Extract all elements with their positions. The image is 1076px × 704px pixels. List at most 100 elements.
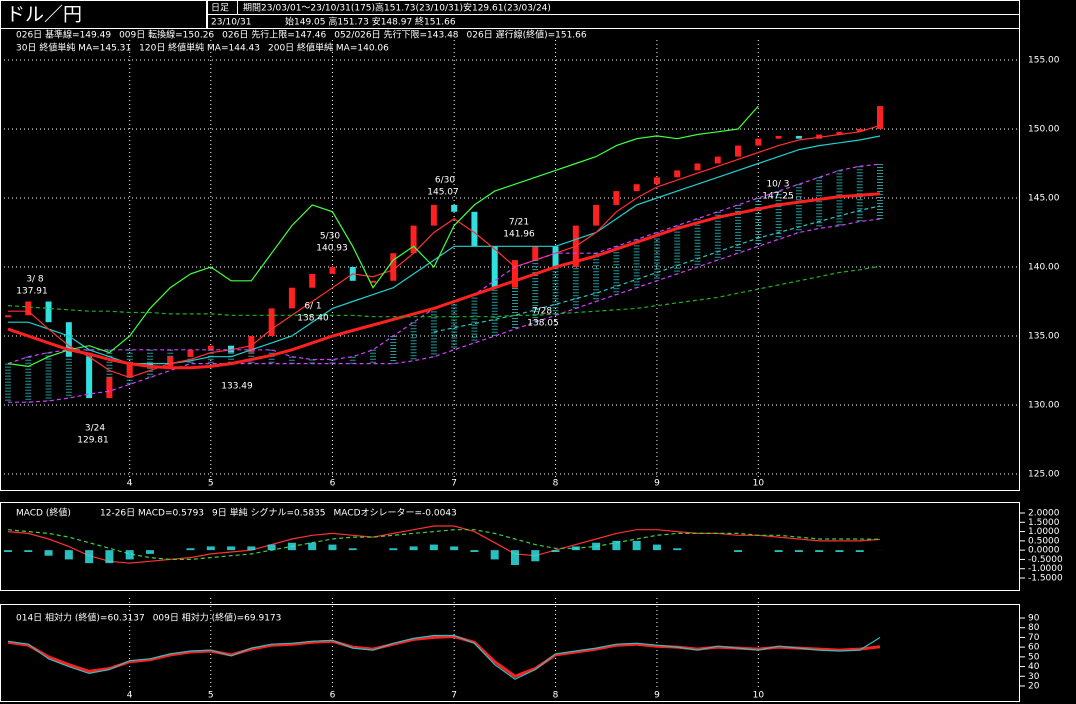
series-line [7, 634, 881, 680]
y-tick-label: 135.00 [1028, 332, 1060, 342]
legend-entry: 120日 終値単純 MA=144.43 [139, 42, 260, 54]
histogram-bar [632, 540, 641, 551]
price-bar [370, 280, 377, 283]
price-bar [653, 177, 660, 185]
price-bar [491, 246, 498, 288]
annotation: 138.40 [297, 314, 329, 324]
series-line [8, 218, 881, 403]
histogram-bar [612, 540, 621, 551]
price-bar [106, 377, 113, 399]
histogram-bar [470, 550, 479, 552]
histogram-bar [429, 544, 438, 551]
histogram-bar [855, 550, 864, 552]
histogram-bar [267, 544, 276, 551]
y-tick-label: 50 [1028, 652, 1040, 662]
y-tick-label: 70 [1028, 633, 1040, 643]
price-bar [390, 253, 397, 281]
x-tick-label: 9 [654, 479, 660, 489]
y-tick-label: 155.00 [1028, 56, 1060, 66]
price-bar [613, 191, 620, 205]
y-tick-label: 2.0000 [1028, 509, 1060, 519]
annotation: 3/ 8 [26, 275, 44, 285]
x-tick-label: 9 [654, 691, 660, 701]
histogram-bar [734, 550, 743, 552]
legend-entry: 026日 先行上限=147.46 [222, 29, 326, 41]
series-line [7, 192, 881, 370]
histogram-bar [652, 544, 661, 551]
x-tick-label: 5 [208, 479, 214, 489]
price-bar [511, 260, 518, 288]
y-tick-label: 150.00 [1028, 125, 1060, 135]
y-tick-label: 20 [1028, 682, 1040, 692]
histogram-bar [815, 550, 824, 552]
price-bar [207, 345, 214, 350]
price-bar [552, 246, 559, 267]
annotation: 10/ 3 [766, 180, 789, 190]
series-line [8, 124, 881, 379]
y-tick-label: 140.00 [1028, 263, 1060, 273]
annotation: 5/30 [320, 232, 340, 242]
histogram-bar [287, 542, 296, 551]
y-tick-label: 145.00 [1028, 194, 1060, 204]
annotation: 138.05 [527, 319, 559, 329]
price-bar [471, 211, 478, 247]
price-bar [451, 204, 458, 212]
legend-entry: 052/026日 先行下限=143.48 [334, 29, 459, 41]
annotation: 140.93 [316, 244, 348, 254]
price-bar [816, 134, 823, 139]
series-line [7, 163, 881, 365]
histogram-bar [308, 542, 317, 551]
y-tick-label: 30 [1028, 672, 1040, 682]
histogram-bar [4, 550, 12, 552]
rsi-frame [0, 604, 1020, 702]
annotation: 3/24 [85, 424, 105, 434]
annotation: 6/30 [435, 176, 455, 186]
price-bar [86, 356, 93, 399]
histogram-bar [389, 548, 398, 551]
macd-title: MACD (終値) [16, 507, 71, 519]
series-line [7, 105, 759, 368]
price-bar [228, 345, 235, 353]
x-tick-label: 5 [208, 691, 214, 701]
histogram-bar [105, 550, 114, 564]
histogram-bar [450, 546, 459, 551]
x-tick-label: 6 [330, 691, 336, 701]
annotation: 141.96 [503, 230, 535, 240]
y-tick-label: 0.5000 [1028, 536, 1060, 546]
annotation: 145.07 [427, 188, 459, 198]
series-line [7, 529, 881, 560]
legend-entry: 9日 単純 シグナル=0.5835 [212, 507, 325, 519]
annotation: 6/ 1 [304, 302, 321, 312]
annotation: 7/28 [532, 307, 552, 317]
histogram-bar [531, 550, 540, 562]
histogram-bar [24, 550, 33, 552]
histogram-bar [592, 542, 601, 551]
date: 23/10/31 [211, 18, 251, 28]
histogram-bar [409, 546, 418, 551]
x-tick-label: 8 [553, 691, 559, 701]
price-bar [410, 225, 417, 254]
y-tick-label: 1.0000 [1028, 527, 1060, 537]
x-tick-label: 10 [753, 479, 765, 489]
price-bar [836, 131, 843, 135]
macd-frame [0, 502, 1020, 591]
histogram-bar [794, 550, 803, 552]
y-tick-label: 60 [1028, 643, 1040, 653]
histogram-bar [206, 546, 215, 551]
legend-entry: 200日 終値単純 MA=140.06 [268, 42, 389, 54]
y-tick-label: -0.5000 [1028, 555, 1063, 565]
histogram-bar [85, 550, 94, 564]
series-line [433, 205, 881, 333]
annotation: 147.25 [762, 192, 794, 202]
price-bar [288, 287, 295, 309]
histogram-bar [44, 550, 53, 556]
histogram-bar [328, 544, 337, 551]
price-bar [65, 322, 72, 357]
histogram-bar [510, 550, 519, 565]
histogram-bar [571, 546, 580, 551]
histogram-bar [125, 550, 134, 560]
histogram-bar [64, 550, 73, 560]
price-bar [329, 267, 336, 274]
